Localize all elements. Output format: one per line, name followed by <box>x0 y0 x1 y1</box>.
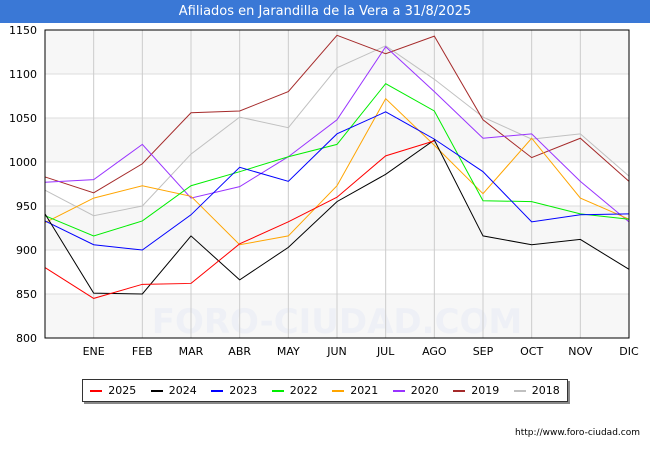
x-tick-label: OCT <box>520 345 543 358</box>
y-tick-label: 1150 <box>9 24 37 37</box>
x-tick-label: MAR <box>179 345 204 358</box>
legend-swatch <box>513 389 526 392</box>
legend-item-2025: 2025 <box>90 384 136 397</box>
x-tick-label: AGO <box>422 345 447 358</box>
x-tick-label: DIC <box>619 345 639 358</box>
series-line-2021 <box>44 97 630 246</box>
legend-label: 2023 <box>229 384 258 397</box>
plot-frame <box>44 29 630 339</box>
legend-label: 2019 <box>471 384 500 397</box>
legend-swatch <box>90 389 103 392</box>
series-line-2022 <box>44 83 630 237</box>
legend-item-2023: 2023 <box>211 384 257 397</box>
x-tick-label: FEB <box>132 345 153 358</box>
legend: 2025 2024 2023 2022 2021 2020 2019 2018 <box>82 379 568 402</box>
legend-label: 2022 <box>289 384 318 397</box>
legend-label: 2025 <box>108 384 137 397</box>
legend-swatch <box>392 389 405 392</box>
series-line-2018 <box>44 45 630 217</box>
y-tick-label: 950 <box>16 200 37 213</box>
legend-item-2024: 2024 <box>150 384 197 397</box>
series-line-2024 <box>44 139 630 295</box>
legend-label: 2024 <box>168 384 197 397</box>
x-tick-label: ENE <box>83 345 105 358</box>
x-tick-label: NOV <box>568 345 593 358</box>
legend-label: 2020 <box>410 384 439 397</box>
legend-item-2018: 2018 <box>513 384 560 397</box>
series-line-2019 <box>44 34 630 194</box>
y-tick-label: 1000 <box>9 156 37 169</box>
x-tick-label: JUN <box>326 345 347 358</box>
y-tick-label: 850 <box>16 288 37 301</box>
y-tick-label: 900 <box>16 244 37 257</box>
y-tick-label: 800 <box>16 332 37 345</box>
series-line-2023 <box>44 111 630 251</box>
legend-item-2021: 2021 <box>332 384 378 397</box>
legend-swatch <box>332 389 345 392</box>
series-line-2020 <box>44 45 630 223</box>
x-tick-label: MAY <box>277 345 300 358</box>
legend-swatch <box>211 389 224 392</box>
series-line-2025 <box>44 140 435 299</box>
legend-label: 2018 <box>531 384 560 397</box>
chart-title: Afiliados en Jarandilla de la Vera a 31/… <box>0 0 650 23</box>
legend-item-2020: 2020 <box>392 384 439 397</box>
footer-url[interactable]: http://www.foro-ciudad.com <box>515 428 640 438</box>
legend-swatch <box>150 389 163 392</box>
legend-swatch <box>453 389 466 392</box>
y-tick-label: 1100 <box>9 68 37 81</box>
legend-label: 2021 <box>350 384 379 397</box>
x-tick-label: SEP <box>473 345 494 358</box>
y-tick-label: 1050 <box>9 112 37 125</box>
legend-swatch <box>271 389 284 392</box>
x-tick-label: ABR <box>228 345 251 358</box>
legend-item-2022: 2022 <box>271 384 318 397</box>
legend-item-2019: 2019 <box>453 384 499 397</box>
x-tick-label: JUL <box>376 345 395 358</box>
